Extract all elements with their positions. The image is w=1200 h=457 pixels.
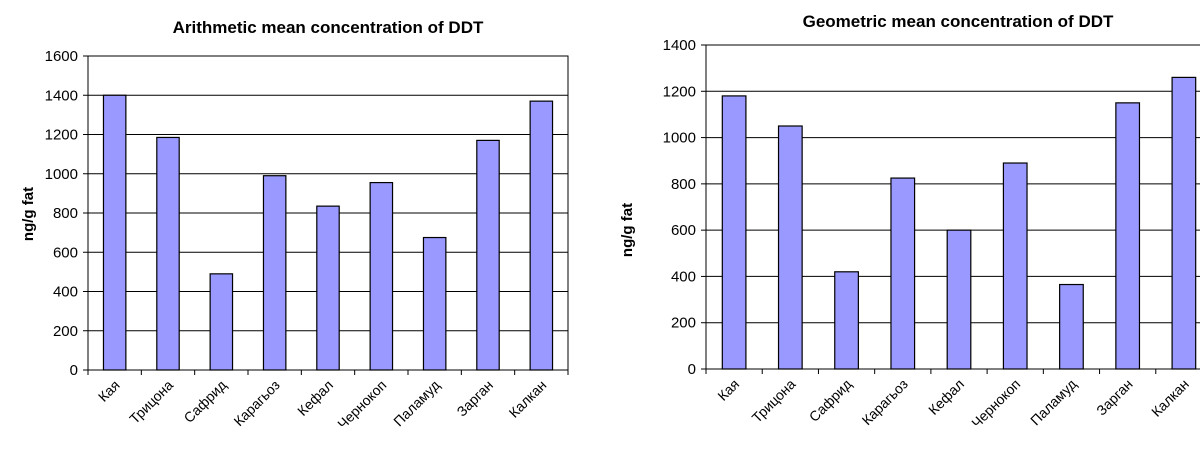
chart-title: Arithmetic mean concentration of DDT <box>173 18 484 37</box>
y-tick-label: 1400 <box>663 37 696 54</box>
y-tick-label: 200 <box>671 315 696 332</box>
x-category-label: Калкан <box>1148 376 1192 420</box>
y-tick-label: 1000 <box>45 166 78 183</box>
y-tick-label: 0 <box>688 361 696 378</box>
bar <box>370 183 392 370</box>
x-category-label: Трицона <box>749 376 799 426</box>
bar <box>779 126 803 369</box>
bar <box>103 95 125 370</box>
x-category-label: Карагьоз <box>859 376 911 428</box>
x-category-label: Чернокоп <box>334 377 389 432</box>
arithmetic-mean-chart: Arithmetic mean concentration of DDT ng/… <box>20 18 568 432</box>
y-tick-label: 400 <box>53 284 78 301</box>
y-axis-label: ng/g fat <box>20 187 37 241</box>
x-category-label: Чернокоп <box>968 376 1023 431</box>
y-tick-labels: 0 200 400 600 800 1000 1200 1400 <box>663 37 706 378</box>
bar <box>477 140 499 370</box>
y-tick-label: 1200 <box>45 127 78 144</box>
x-category-label: Трицона <box>126 377 176 427</box>
bars <box>722 77 1195 369</box>
bar <box>210 274 232 370</box>
bar <box>423 238 445 370</box>
bar <box>835 272 859 369</box>
x-category-label: Паламуд <box>1027 376 1080 429</box>
bar <box>157 137 179 370</box>
x-category-label: Сафрид <box>180 377 229 426</box>
bar <box>947 230 971 369</box>
bar <box>891 178 915 369</box>
y-tick-label: 800 <box>671 176 696 193</box>
x-category-label: Кефал <box>925 376 967 418</box>
bars <box>103 95 552 370</box>
y-tick-label: 0 <box>70 362 78 379</box>
y-tick-label: 600 <box>671 222 696 239</box>
bar <box>722 96 746 369</box>
y-tick-label: 1000 <box>663 130 696 147</box>
x-category-label: Кефал <box>294 377 336 419</box>
y-tick-label: 600 <box>53 244 78 261</box>
x-category-label: Сафрид <box>806 376 855 425</box>
y-tick-label: 1600 <box>45 48 78 65</box>
geometric-mean-chart: Geometric mean concentration of DDT ng/g… <box>619 12 1200 431</box>
y-tick-label: 800 <box>53 205 78 222</box>
bar <box>1003 163 1027 369</box>
x-category-label: Карагьоз <box>230 377 282 429</box>
y-tick-label: 1200 <box>663 83 696 100</box>
x-category-label: Калкан <box>506 377 550 421</box>
x-category-label: Кая <box>714 376 742 404</box>
y-tick-label: 1400 <box>45 87 78 104</box>
y-axis-label: ng/g fat <box>619 203 636 257</box>
y-tick-label: 200 <box>53 323 78 340</box>
bar <box>263 176 285 370</box>
x-category-label: Паламуд <box>390 377 443 430</box>
bar <box>1060 285 1084 369</box>
x-category-label: Зарган <box>453 377 496 420</box>
x-category-label: Зарган <box>1093 376 1136 419</box>
x-category-label: Кая <box>95 377 123 405</box>
bar <box>1116 103 1140 369</box>
y-tick-labels: 0 200 400 600 800 1000 1200 1400 1600 <box>45 48 88 379</box>
y-tick-label: 400 <box>671 268 696 285</box>
bar <box>530 101 552 370</box>
chart-title: Geometric mean concentration of DDT <box>803 12 1114 31</box>
bar <box>317 206 339 370</box>
bar <box>1172 77 1196 369</box>
